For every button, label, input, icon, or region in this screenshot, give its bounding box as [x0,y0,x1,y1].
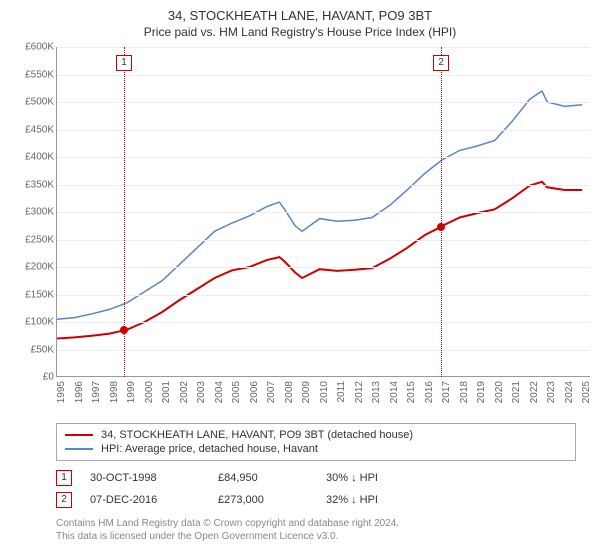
legend-swatch [65,434,93,436]
x-tick-label: 2017 [441,381,452,403]
y-tick-label: £400K [25,152,54,163]
transaction-diff: 30% ↓ HPI [326,472,426,484]
y-tick-label: £250K [25,234,54,245]
marker-label-box: 1 [116,55,132,71]
y-tick-label: £500K [25,97,54,108]
marker-dot [120,326,128,334]
chart-title: 34, STOCKHEATH LANE, HAVANT, PO9 3BT [10,8,590,23]
x-tick-label: 2012 [354,381,365,403]
y-tick-label: £150K [25,289,54,300]
legend-label: 34, STOCKHEATH LANE, HAVANT, PO9 3BT (de… [101,429,413,441]
gridline-h [57,157,590,158]
x-tick-label: 1995 [56,381,67,403]
legend-label: HPI: Average price, detached house, Hava… [101,443,318,455]
y-tick-label: £600K [25,42,54,53]
series-line-property [57,182,582,339]
x-tick-label: 2005 [231,381,242,403]
transaction-marker-box: 2 [56,492,72,508]
x-tick-label: 2014 [389,381,400,403]
marker-line [441,47,442,377]
x-tick-label: 2024 [564,381,575,403]
x-tick-label: 1996 [74,381,85,403]
legend-row: 34, STOCKHEATH LANE, HAVANT, PO9 3BT (de… [65,428,567,442]
transaction-date: 07-DEC-2016 [90,494,200,506]
x-tick-label: 1997 [91,381,102,403]
y-tick-label: £200K [25,262,54,273]
transaction-row: 1 30-OCT-1998 £84,950 30% ↓ HPI [56,467,576,489]
x-tick-label: 2004 [214,381,225,403]
series-line-hpi [57,91,582,319]
transaction-marker-box: 1 [56,470,72,486]
legend: 34, STOCKHEATH LANE, HAVANT, PO9 3BT (de… [56,423,576,461]
x-tick-label: 2023 [546,381,557,403]
gridline-h [57,47,590,48]
y-tick-label: £550K [25,69,54,80]
gridline-h [57,102,590,103]
footer-line-1: Contains HM Land Registry data © Crown c… [56,517,590,530]
gridline-h [57,295,590,296]
x-tick-label: 2008 [284,381,295,403]
marker-dot [437,223,445,231]
x-tick-label: 2013 [371,381,382,403]
x-tick-label: 2011 [336,381,347,403]
chart-container: 34, STOCKHEATH LANE, HAVANT, PO9 3BT Pri… [0,0,600,549]
x-tick-label: 1999 [126,381,137,403]
x-tick-label: 2010 [319,381,330,403]
transaction-price: £84,950 [218,472,308,484]
x-tick-label: 2018 [459,381,470,403]
x-tick-label: 2021 [511,381,522,403]
gridline-h [57,267,590,268]
gridline-h [57,350,590,351]
chart-subtitle: Price paid vs. HM Land Registry's House … [10,25,590,39]
plot-area: 12 [56,47,590,377]
transaction-row: 2 07-DEC-2016 £273,000 32% ↓ HPI [56,489,576,511]
x-tick-label: 2006 [249,381,260,403]
x-tick-label: 2020 [494,381,505,403]
x-tick-label: 2015 [406,381,417,403]
x-tick-label: 2003 [196,381,207,403]
x-tick-label: 1998 [109,381,120,403]
x-tick-label: 2002 [179,381,190,403]
gridline-h [57,212,590,213]
y-tick-label: £50K [31,344,54,355]
x-tick-label: 2000 [144,381,155,403]
transaction-table: 1 30-OCT-1998 £84,950 30% ↓ HPI 2 07-DEC-2016… [56,467,576,511]
footer-attribution: Contains HM Land Registry data © Crown c… [56,517,590,543]
x-tick-label: 2022 [529,381,540,403]
chart-area: £0 £50K £100K £150K £200K £250K £300K £350K £400… [10,47,590,417]
y-tick-label: £100K [25,317,54,328]
gridline-h [57,185,590,186]
legend-row: HPI: Average price, detached house, Hava… [65,442,567,456]
gridline-h [57,322,590,323]
y-tick-label: £450K [25,124,54,135]
x-axis: 1995 1996 1997 1998 1999 2000 2001 2002 2003 2004… [56,377,590,417]
x-tick-label: 2009 [301,381,312,403]
marker-label-box: 2 [433,55,449,71]
legend-swatch [65,448,93,450]
x-tick-label: 2007 [266,381,277,403]
footer-line-2: This data is licensed under the Open Gov… [56,530,590,543]
gridline-h [57,75,590,76]
x-tick-label: 2001 [161,381,172,403]
transaction-date: 30-OCT-1998 [90,472,200,484]
transaction-price: £273,000 [218,494,308,506]
y-tick-label: £350K [25,179,54,190]
x-tick-label: 2019 [476,381,487,403]
y-axis: £0£50K£100K£150K£200K£250K£300K£350K£400… [10,47,56,377]
y-tick-label: £0 [43,372,54,383]
transaction-diff: 32% ↓ HPI [326,494,426,506]
x-tick-label: 2025 [581,381,592,403]
gridline-h [57,130,590,131]
gridline-h [57,240,590,241]
x-tick-label: 2016 [424,381,435,403]
y-tick-label: £300K [25,207,54,218]
